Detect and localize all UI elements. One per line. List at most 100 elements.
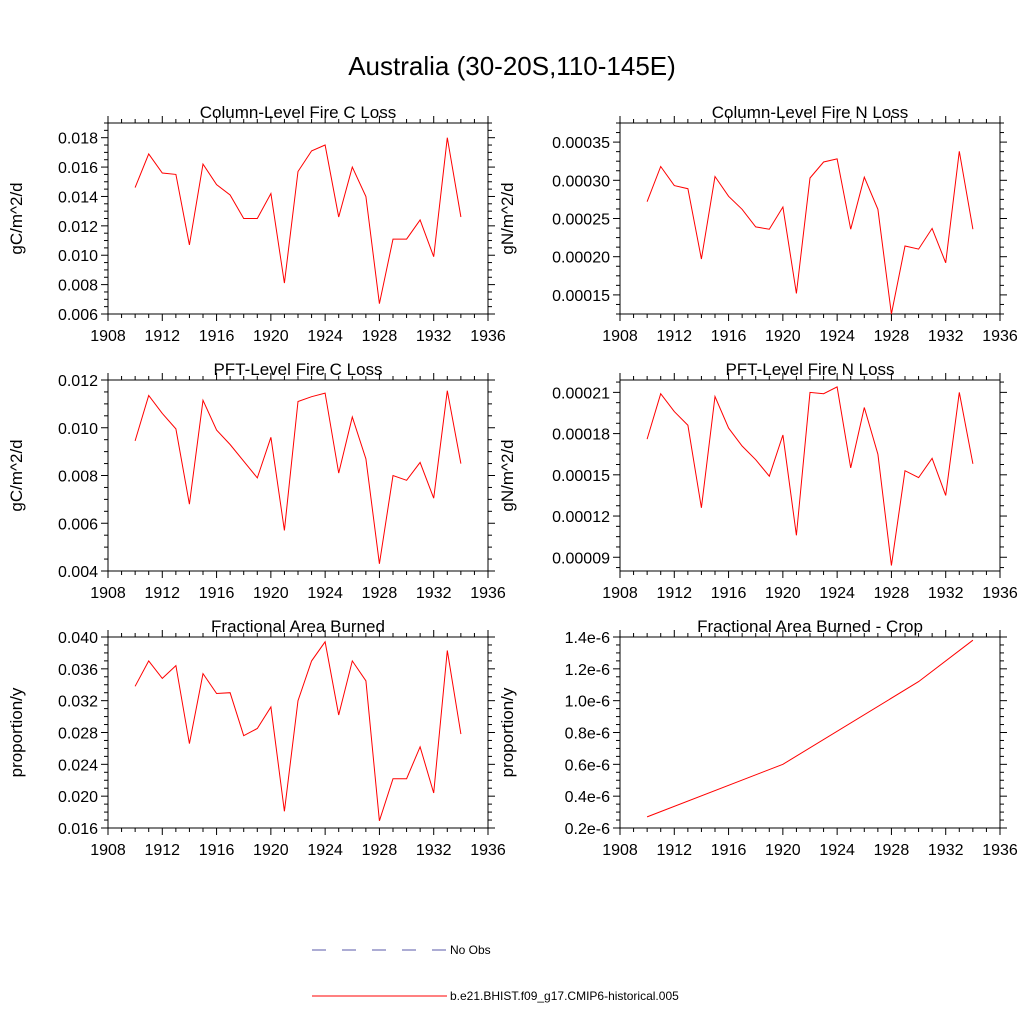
- y-tick-label: 0.010: [58, 248, 98, 265]
- figure-title: Australia (30-20S,110-145E): [348, 51, 676, 81]
- x-tick-label: 1924: [307, 328, 343, 345]
- x-tick-label: 1924: [819, 842, 855, 859]
- y-tick-label: 0.00020: [552, 250, 610, 267]
- x-tick-label: 1936: [470, 842, 506, 859]
- y-tick-label: 1.0e-6: [565, 694, 610, 711]
- y-tick-label: 1.2e-6: [565, 662, 610, 679]
- panel-title: PFT-Level Fire N Loss: [725, 360, 894, 379]
- chart-panel-4: PFT-Level Fire N Loss 1908 1912 1916 1920 192…: [498, 360, 1018, 602]
- x-tick-label: 1908: [602, 842, 638, 859]
- x-tick-label: 1928: [874, 842, 910, 859]
- y-tick-label: 0.8e-6: [565, 726, 610, 743]
- x-tick-label: 1920: [253, 328, 289, 345]
- panel-title: PFT-Level Fire C Loss: [213, 360, 382, 379]
- y-tick-label: 0.00018: [552, 427, 610, 444]
- y-tick-label: 0.008: [58, 278, 98, 295]
- y-tick-label: 0.028: [58, 726, 98, 743]
- y-tick-label: 0.00012: [552, 509, 610, 526]
- y-axis-label: gN/m^2/d: [498, 439, 517, 511]
- chart-panel-3: PFT-Level Fire C Loss 1908 1912 1916 1920 192…: [7, 360, 506, 602]
- x-tick-label: 1920: [765, 328, 801, 345]
- x-tick-label: 1928: [874, 328, 910, 345]
- y-tick-label: 0.012: [58, 219, 98, 236]
- x-tick-label: 1912: [656, 585, 692, 602]
- x-tick-label: 1936: [982, 328, 1018, 345]
- y-tick-label: 0.00035: [552, 135, 610, 152]
- y-tick-label: 0.036: [58, 662, 98, 679]
- chart-panel-2: Column-Level Fire N Loss 1908 1912 1916 1920…: [498, 103, 1018, 345]
- x-tick-label: 1924: [307, 585, 343, 602]
- legend-obs-label: No Obs: [450, 943, 491, 957]
- x-tick-label: 1932: [928, 328, 964, 345]
- y-tick-label: 0.00015: [552, 288, 610, 305]
- y-tick-label: 0.00030: [552, 173, 610, 190]
- x-tick-label: 1920: [765, 585, 801, 602]
- legend-model-label: b.e21.BHIST.f09_g17.CMIP6-historical.005: [450, 989, 679, 1003]
- x-tick-label: 1908: [90, 328, 126, 345]
- y-tick-label: 0.006: [58, 516, 98, 533]
- panel-title: Fractional Area Burned: [211, 617, 385, 636]
- y-tick-label: 0.008: [58, 469, 98, 486]
- series-line: [646, 386, 974, 566]
- x-tick-label: 1932: [928, 585, 964, 602]
- y-axis-label: gN/m^2/d: [498, 182, 517, 254]
- x-tick-label: 1924: [819, 328, 855, 345]
- x-tick-label: 1908: [90, 842, 126, 859]
- y-tick-label: 0.020: [58, 789, 98, 806]
- x-tick-label: 1912: [656, 842, 692, 859]
- panel-title: Column-Level Fire N Loss: [712, 103, 909, 122]
- x-tick-label: 1920: [765, 842, 801, 859]
- plot-frame: [619, 636, 1001, 829]
- x-tick-label: 1908: [90, 585, 126, 602]
- y-tick-label: 0.016: [58, 160, 98, 177]
- x-tick-label: 1912: [144, 585, 180, 602]
- y-tick-label: 0.00015: [552, 468, 610, 485]
- y-tick-label: 0.004: [58, 564, 98, 581]
- series-line: [134, 640, 462, 821]
- x-tick-label: 1936: [982, 585, 1018, 602]
- x-tick-label: 1936: [982, 842, 1018, 859]
- y-tick-label: 0.012: [58, 373, 98, 390]
- x-tick-label: 1928: [362, 842, 398, 859]
- x-tick-label: 1928: [362, 328, 398, 345]
- plot-frame: [107, 379, 489, 572]
- panel-title: Fractional Area Burned - Crop: [697, 617, 923, 636]
- x-tick-label: 1924: [819, 585, 855, 602]
- y-tick-label: 0.00025: [552, 212, 610, 229]
- y-tick-label: 0.6e-6: [565, 757, 610, 774]
- series-line: [134, 137, 462, 304]
- y-axis-label: proportion/y: [498, 687, 517, 777]
- chart-panels: Column-Level Fire C Loss 1908 1912 1916 1920…: [7, 103, 1018, 859]
- y-tick-label: 0.010: [58, 421, 98, 438]
- x-tick-label: 1916: [711, 842, 747, 859]
- y-axis-label: gC/m^2/d: [7, 439, 26, 511]
- chart-panel-6: Fractional Area Burned - Crop 1908 1912 191…: [498, 617, 1018, 859]
- x-tick-label: 1916: [199, 585, 235, 602]
- chart-panel-1: Column-Level Fire C Loss 1908 1912 1916 1920…: [7, 103, 506, 345]
- x-tick-label: 1928: [362, 585, 398, 602]
- y-tick-label: 1.4e-6: [565, 630, 610, 647]
- y-axis-label: gC/m^2/d: [7, 182, 26, 254]
- y-tick-label: 0.00021: [552, 385, 610, 402]
- chart-panel-5: Fractional Area Burned 1908 1912 1916 1920 19…: [7, 617, 506, 859]
- y-tick-label: 0.024: [58, 757, 98, 774]
- plot-frame: [619, 122, 1001, 315]
- x-tick-label: 1932: [416, 842, 452, 859]
- x-tick-label: 1936: [470, 328, 506, 345]
- x-tick-label: 1916: [199, 842, 235, 859]
- x-tick-label: 1916: [711, 328, 747, 345]
- x-tick-label: 1916: [199, 328, 235, 345]
- x-tick-label: 1928: [874, 585, 910, 602]
- y-tick-label: 0.006: [58, 307, 98, 324]
- y-tick-label: 0.032: [58, 694, 98, 711]
- legend: No Obs b.e21.BHIST.f09_g17.CMIP6-histori…: [312, 943, 679, 1003]
- x-tick-label: 1936: [470, 585, 506, 602]
- panel-title: Column-Level Fire C Loss: [200, 103, 397, 122]
- y-axis-label: proportion/y: [7, 687, 26, 777]
- series-line: [134, 390, 462, 564]
- series-line: [646, 639, 974, 818]
- x-tick-label: 1912: [144, 328, 180, 345]
- y-tick-label: 0.016: [58, 821, 98, 838]
- x-tick-label: 1920: [253, 585, 289, 602]
